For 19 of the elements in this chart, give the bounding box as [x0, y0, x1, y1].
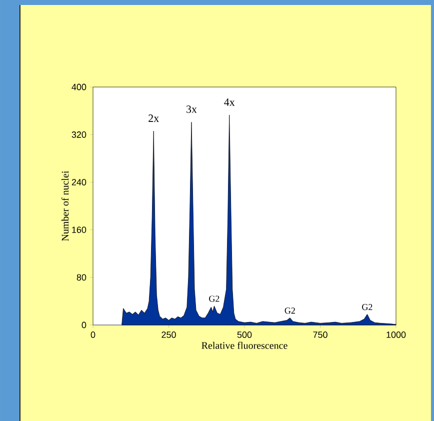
- x-tick-label: 500: [237, 331, 252, 338]
- y-tick-label: 400: [72, 84, 86, 90]
- y-axis-title: Number of nuclei: [61, 170, 69, 241]
- y-tick-label: 240: [72, 178, 86, 186]
- x-tick-label: 750: [313, 331, 328, 338]
- x-axis-title: Relative fluorescence: [202, 342, 288, 349]
- annotation: G2: [362, 304, 372, 310]
- annotation: G2: [209, 296, 220, 302]
- y-tick-label: 320: [72, 131, 86, 138]
- x-tick-label: 1000: [386, 331, 406, 338]
- y-tick-label: 80: [76, 274, 86, 280]
- annotation: 2x: [148, 114, 159, 122]
- annotation: G2: [284, 307, 295, 314]
- annotation: 3x: [186, 105, 197, 113]
- x-tick-label: 0: [90, 331, 96, 338]
- x-tick-label: 250: [162, 331, 176, 338]
- y-tick-label: 160: [72, 226, 86, 233]
- y-tick-label: 0: [82, 322, 86, 328]
- annotation: 4x: [224, 98, 235, 106]
